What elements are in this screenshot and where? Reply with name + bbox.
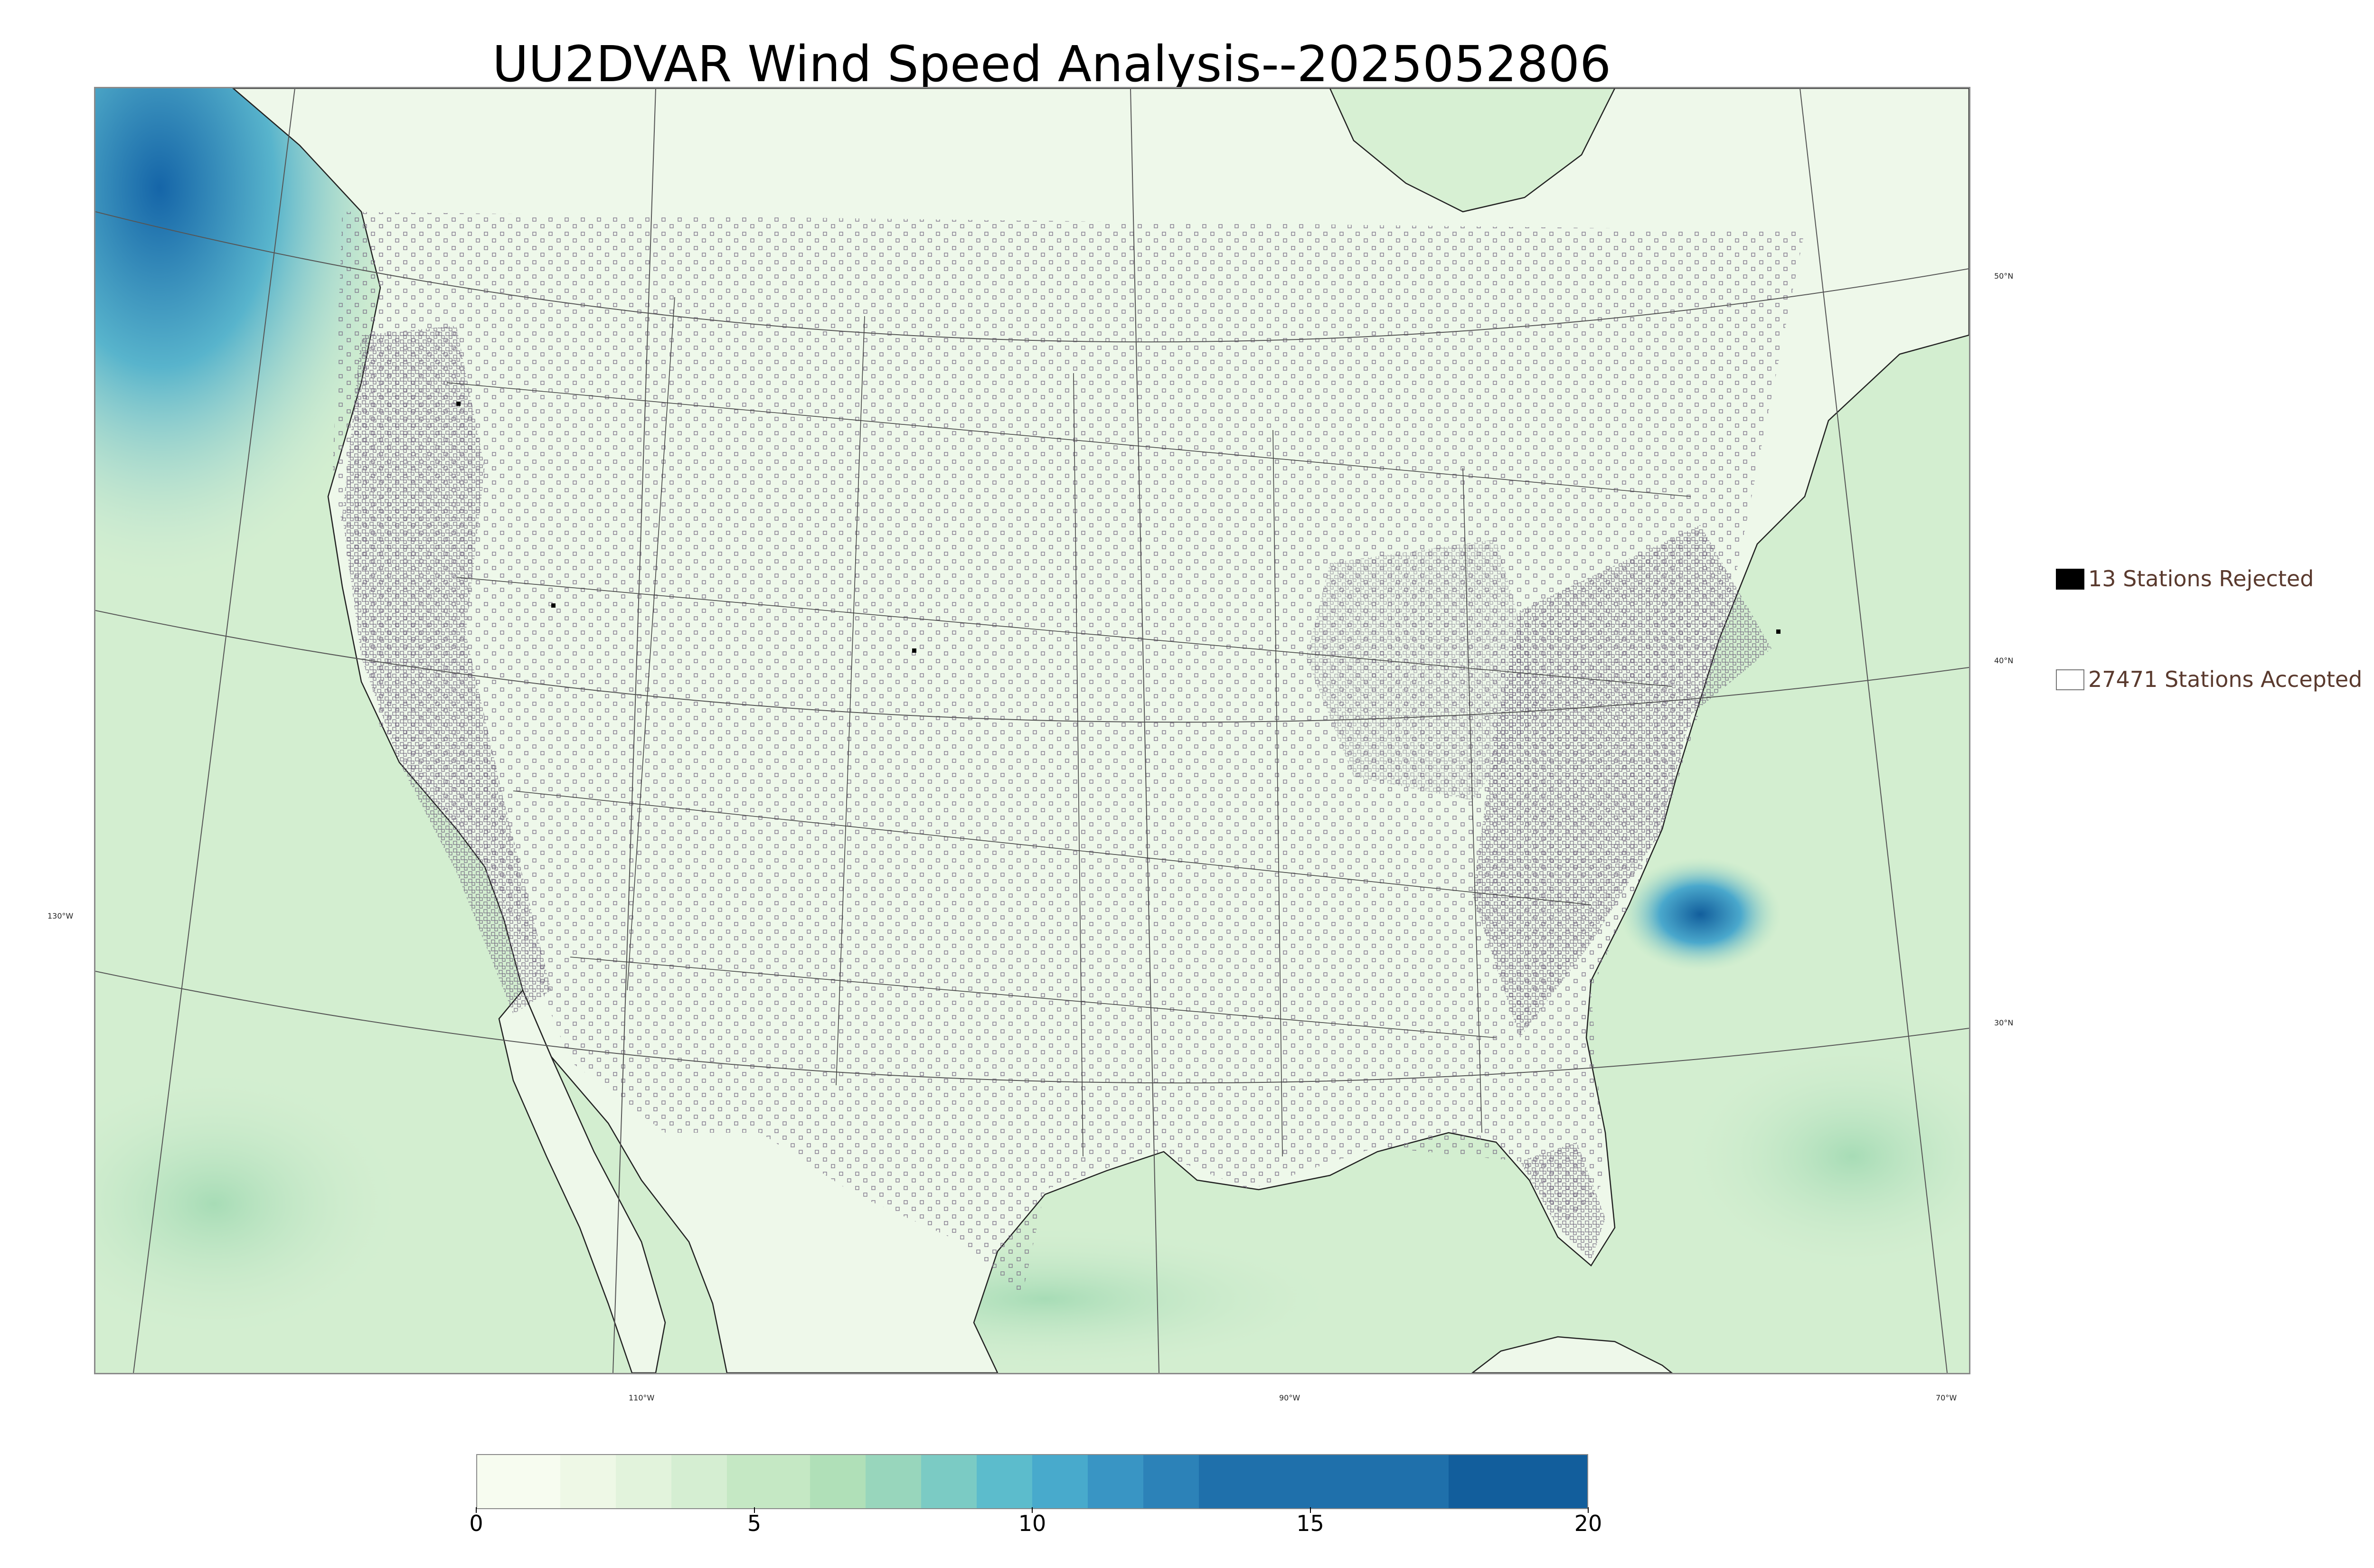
graticule-lon-130	[133, 88, 295, 1373]
colorbar-tick-label: 5	[747, 1511, 762, 1536]
colorbar-tick	[1588, 1507, 1589, 1513]
hudson-bay	[1329, 88, 1616, 213]
rejected-station-marker	[1776, 629, 1780, 634]
baja-peninsula	[498, 989, 666, 1373]
station-markers-dense-central	[1306, 539, 1544, 800]
station-markers-accepted	[333, 212, 1805, 1299]
legend-rejected-label: 13 Stations Rejected	[2088, 566, 2314, 592]
colorbar-tick-label: 10	[1018, 1511, 1046, 1536]
rejected-station-marker	[456, 402, 461, 406]
lon-110-label: 110°W	[629, 1393, 655, 1402]
wind-speed-colorbar	[476, 1454, 1588, 1509]
state-boundaries	[446, 297, 1691, 1157]
lon-90-label: 90°W	[1279, 1393, 1300, 1402]
colorbar-tick	[476, 1507, 477, 1513]
graticule-lat-40	[95, 610, 1969, 723]
pacific-green-field	[95, 1061, 414, 1346]
rejected-station-marker	[912, 648, 916, 653]
colorbar-tick	[754, 1507, 755, 1513]
colorbar-segment	[1032, 1455, 1088, 1508]
colorbar-segment	[921, 1455, 977, 1508]
colorbar-tick	[1032, 1507, 1033, 1513]
wind-speed-map[interactable]	[94, 87, 1970, 1374]
cuba-island	[1471, 1336, 1673, 1373]
lon-130-label: 130°W	[47, 911, 74, 920]
graticule-lon-110	[612, 88, 656, 1373]
lon-70-label: 70°W	[1936, 1393, 1957, 1402]
map-canvas	[95, 88, 1969, 1373]
station-markers-dense-west	[342, 326, 551, 1014]
legend-accepted-label: 27471 Stations Accepted	[2088, 667, 2363, 692]
graticule-lat-50	[95, 211, 1969, 343]
graticule-lon-70	[1799, 88, 1948, 1373]
graticule-lat-30	[95, 971, 1969, 1084]
graticule-lon-90	[1130, 88, 1159, 1373]
colorbar-segment	[616, 1455, 672, 1508]
colorbar-segment	[671, 1455, 727, 1508]
colorbar-tick-label: 0	[469, 1511, 483, 1536]
colorbar-segment	[810, 1455, 866, 1508]
colorbar-segment	[560, 1455, 616, 1508]
map-title: UU2DVAR Wind Speed Analysis--2025052806	[492, 35, 1611, 93]
colorbar-segment	[1143, 1455, 1199, 1508]
lat-50-label: 50°N	[1994, 272, 2014, 281]
colorbar-tick	[1309, 1507, 1311, 1513]
station-markers-dense-east	[1472, 525, 1771, 1038]
atlantic-wind-maximum	[1620, 857, 1781, 971]
atlantic-green-field	[1672, 1033, 1969, 1280]
colorbar-segment	[866, 1455, 922, 1508]
colorbar-tick-label: 15	[1296, 1511, 1324, 1536]
colorbar-tick-label: 20	[1574, 1511, 1602, 1536]
station-markers-dense-florida	[1520, 1142, 1605, 1261]
colorbar-segment	[977, 1455, 1032, 1508]
colorbar-segment	[1087, 1455, 1143, 1508]
colorbar-segment	[1198, 1455, 1449, 1508]
rejected-station-marker	[551, 603, 556, 608]
rejected-marker-icon	[2056, 569, 2084, 590]
lat-30-label: 30°N	[1994, 1018, 2014, 1027]
accepted-marker-icon	[2056, 669, 2084, 690]
graticule	[95, 88, 1969, 1373]
lat-40-label: 40°N	[1994, 656, 2014, 665]
colorbar-segment	[727, 1455, 810, 1508]
colorbar-segment	[1448, 1455, 1587, 1508]
colorbar-segment	[477, 1455, 561, 1508]
